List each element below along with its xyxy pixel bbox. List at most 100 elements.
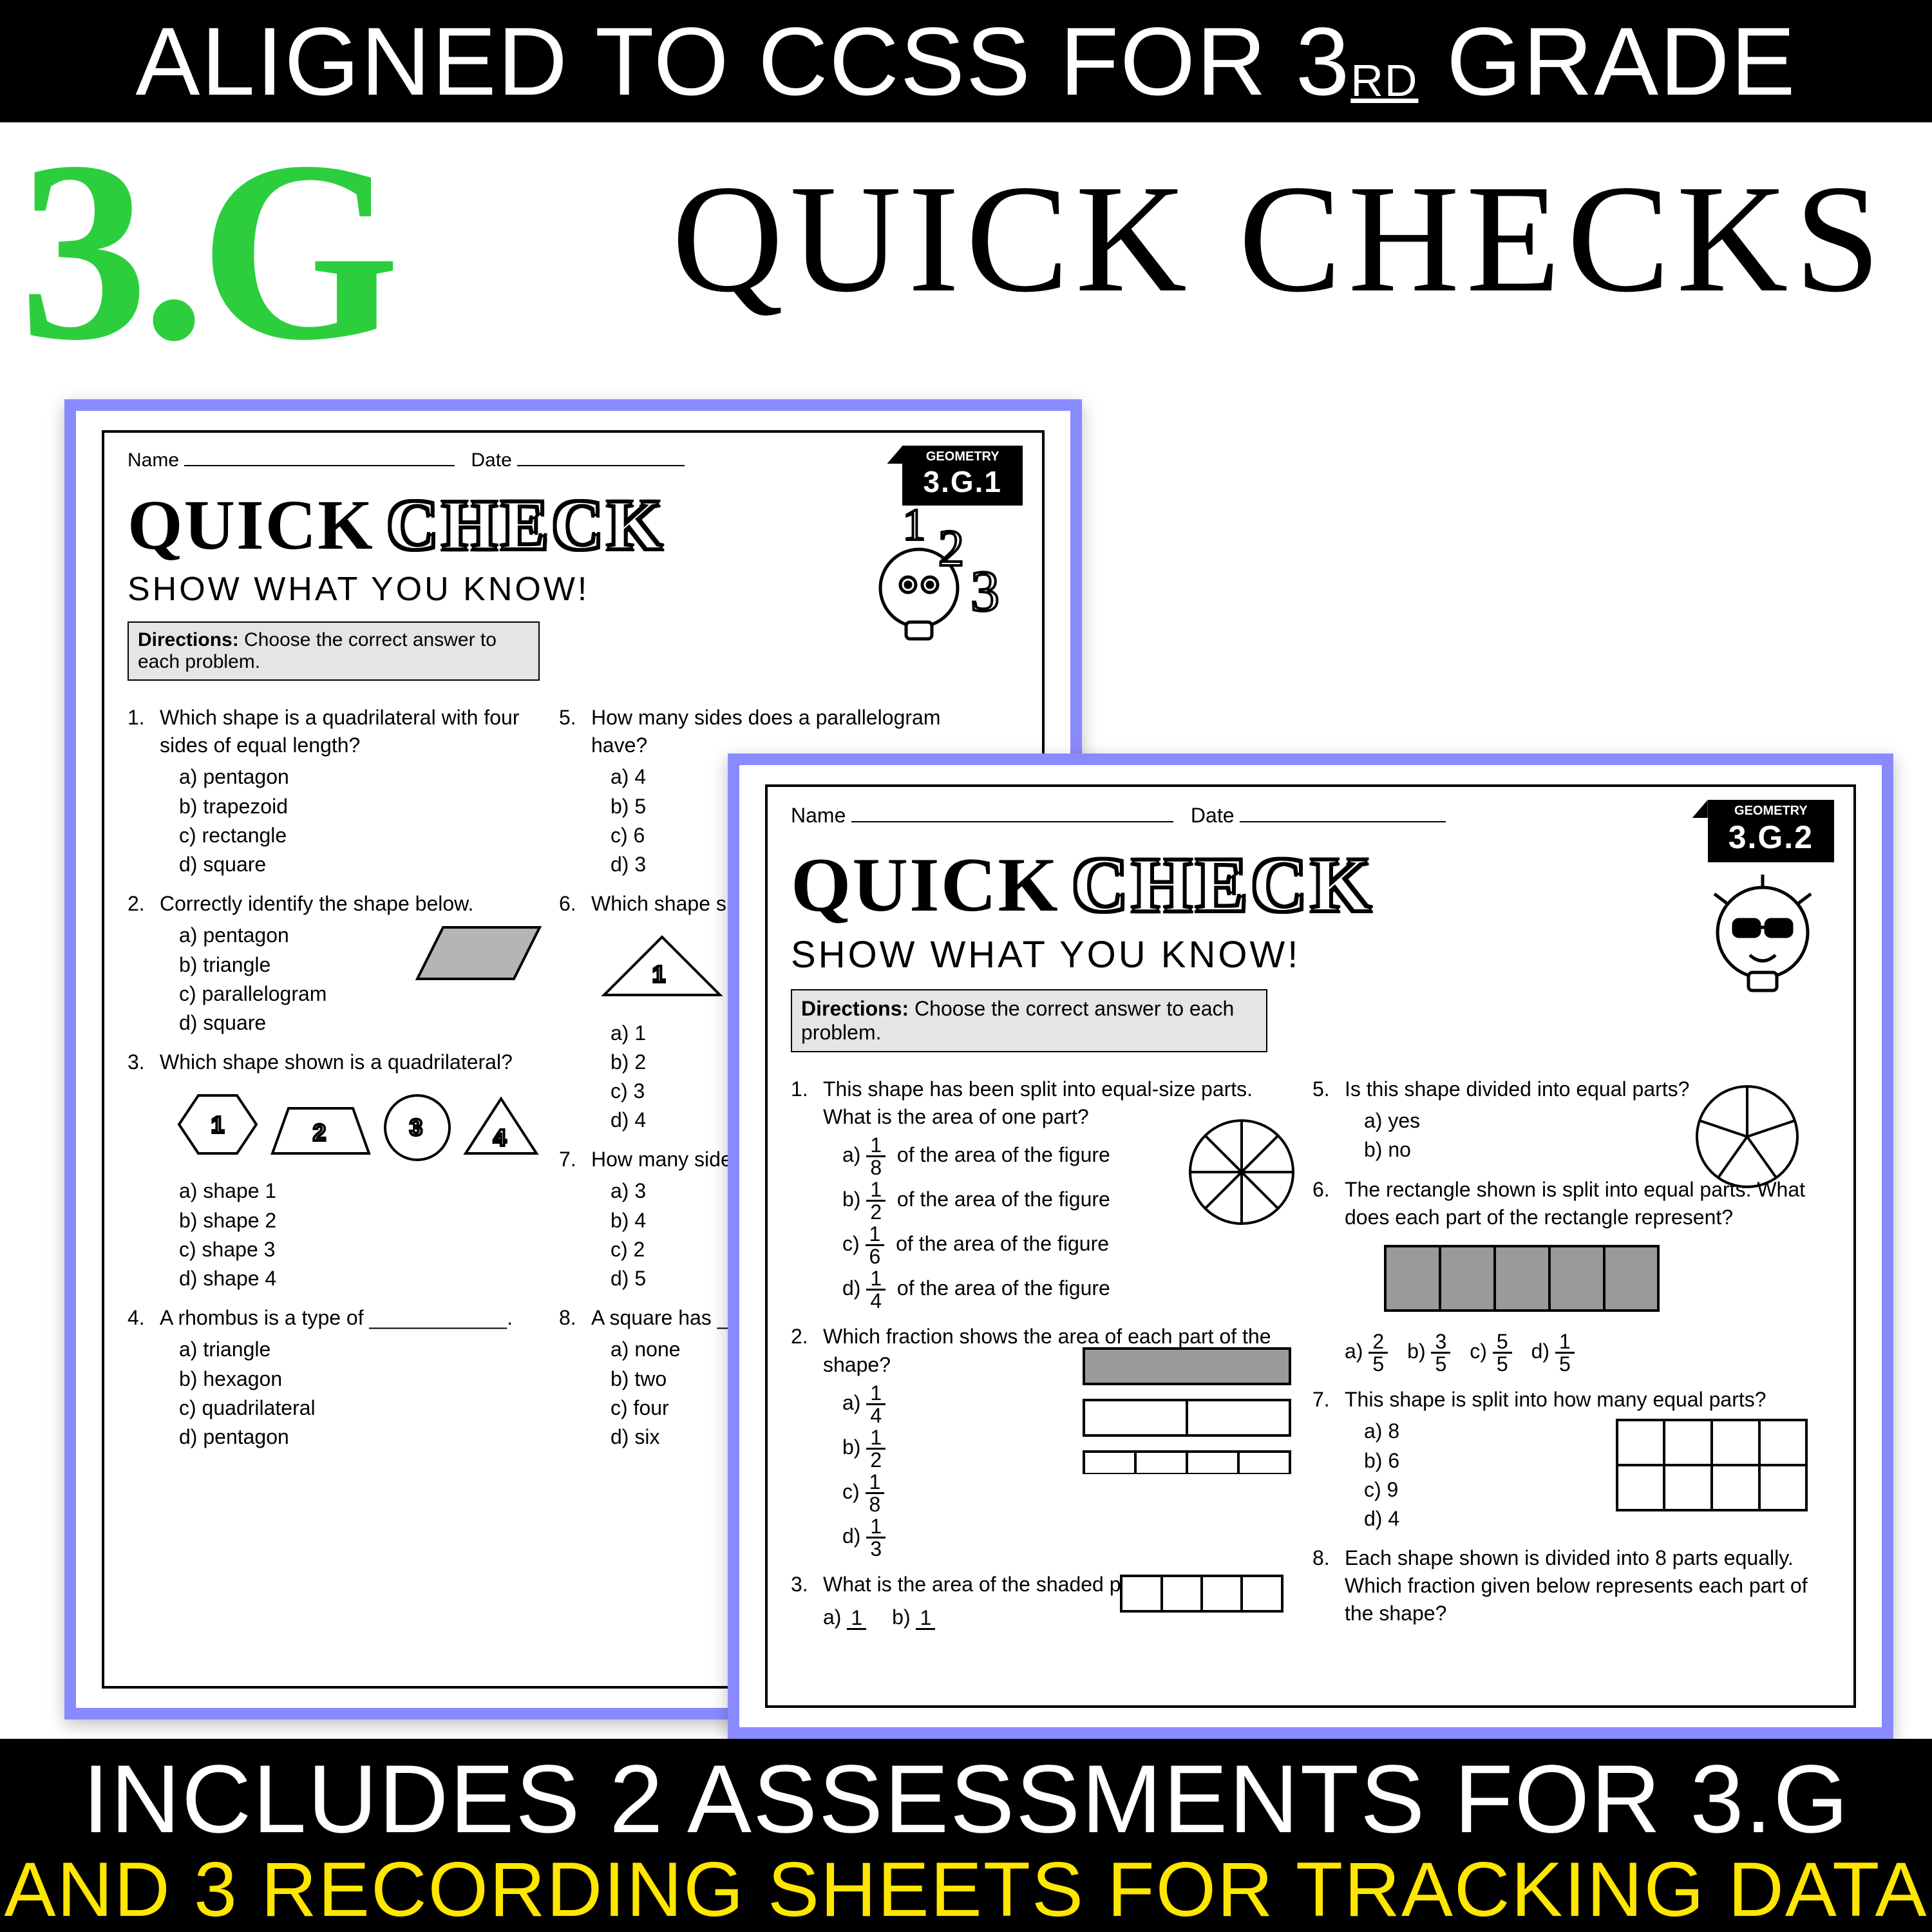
svg-text:4: 4 (493, 1124, 506, 1151)
option: d) shape 4 (179, 1265, 546, 1293)
worksheet-inner: GEOMETRY3.G.2 Name Date (739, 765, 1882, 1727)
option: c) quadrilateral (179, 1394, 546, 1422)
options: a) 25 b) 35 c) 55 d) 15 (1345, 1331, 1821, 1374)
directions-box: Directions: Choose the correct answer to… (791, 989, 1267, 1052)
date-label: Date (1191, 804, 1235, 827)
question: 6.The rectangle shown is split into equa… (1312, 1176, 1821, 1375)
hdr-sub: SHOW WHAT YOU KNOW! (791, 933, 1830, 976)
svg-text:3: 3 (971, 560, 999, 623)
option: a) pentagon (179, 763, 546, 791)
top-sup: RD (1350, 55, 1418, 106)
question-body: Which shape is a quadrilateral with four… (160, 704, 546, 878)
svg-text:1: 1 (211, 1112, 224, 1138)
question: 2.Which fraction shows the area of each … (791, 1323, 1300, 1558)
standard-tag: GEOMETRY3.G.1 (902, 446, 1023, 506)
tag-small: GEOMETRY (1728, 804, 1814, 819)
question-number: 1. (128, 704, 160, 878)
worksheet-content: GEOMETRY3.G.2 Name Date (791, 804, 1830, 1689)
option: b) shape 2 (179, 1207, 546, 1235)
question: 3.Which shape shown is a quadrilateral?1… (128, 1048, 546, 1293)
options: a) pentagonb) trapezoidc) rectangled) sq… (160, 763, 546, 878)
worksheet-header: QUICKCHECK SHOW WHAT YOU KNOW! (791, 840, 1830, 976)
directions-box: Directions: Choose the correct answer to… (128, 621, 540, 681)
hdr-check: CHECK (387, 484, 666, 566)
name-date-row: Name Date (128, 450, 1019, 471)
svg-text:3: 3 (410, 1114, 422, 1141)
standard-code: 3.G (19, 122, 393, 380)
date-label: Date (471, 450, 511, 471)
option: c) 16 of the area of the figure (842, 1224, 1300, 1267)
question-number: 3. (128, 1048, 160, 1293)
option: c) 55 (1470, 1340, 1511, 1363)
question-number: 6. (1312, 1176, 1345, 1375)
svg-text:1: 1 (652, 961, 665, 987)
question-body: Correctly identify the shape below.a) pe… (160, 890, 546, 1037)
question-body: A rhombus is a type of ____________.a) t… (160, 1304, 546, 1451)
grid-8-icon (1615, 1418, 1808, 1515)
top-post: GRADE (1418, 7, 1796, 115)
option: b) 1 (892, 1605, 935, 1629)
left-column: 1.Which shape is a quadrilateral with fo… (128, 692, 546, 1451)
question-number: 6. (559, 890, 591, 1134)
left-column: 1.This shape has been split into equal-s… (791, 1064, 1300, 1631)
question: 3.What is the area of the shaded part?a)… (791, 1571, 1300, 1631)
question-number: 2. (128, 890, 160, 1037)
dir-label: Directions: (801, 997, 909, 1020)
question: 5.Is this shape divided into equal parts… (1312, 1075, 1821, 1164)
option: d) square (179, 851, 546, 878)
question-number: 7. (1312, 1386, 1345, 1533)
dir-label: Directions: (138, 629, 239, 650)
question-number: 5. (1312, 1075, 1345, 1164)
tag-small: GEOMETRY (923, 450, 1002, 464)
pentagon-circle-icon (1692, 1082, 1802, 1191)
columns: 1.This shape has been split into equal-s… (791, 1064, 1830, 1631)
question-body: This shape has been split into equal-siz… (823, 1075, 1300, 1311)
pie-8-icon (1184, 1114, 1300, 1230)
question: 1.This shape has been split into equal-s… (791, 1075, 1300, 1311)
option: b) 35 (1407, 1340, 1450, 1363)
right-column: 5.Is this shape divided into equal parts… (1312, 1064, 1821, 1631)
top-pre: ALIGNED TO CCSS FOR 3 (135, 7, 1350, 115)
bottom-line-1: INCLUDES 2 ASSESSMENTS FOR 3.G (0, 1750, 1932, 1847)
option: d) 15 (1531, 1340, 1575, 1363)
worksheet-card-2: GEOMETRY3.G.2 Name Date (728, 753, 1893, 1739)
question: 8.Each shape shown is divided into 8 par… (1312, 1544, 1821, 1628)
question-body: What is the area of the shaded part?a) 1… (823, 1571, 1300, 1631)
options: a) triangleb) hexagonc) quadrilaterald) … (160, 1336, 546, 1451)
lightbulb-sunglasses-icon (1689, 855, 1837, 1007)
question: 4.A rhombus is a type of ____________.a)… (128, 1304, 546, 1451)
name-label: Name (791, 804, 846, 827)
shape-row-icon: 1 2 3 4 (160, 1083, 546, 1166)
hdr-check: CHECK (1072, 840, 1375, 929)
question-number: 8. (1312, 1544, 1345, 1628)
option: b) trapezoid (179, 793, 546, 820)
hdr-quick: QUICK (128, 484, 374, 566)
question-number: 4. (128, 1304, 160, 1451)
question-body: Which shape shown is a quadrilateral?123… (160, 1048, 546, 1293)
options: a) shape 1b) shape 2c) shape 3d) shape 4 (160, 1177, 546, 1293)
bar-models-icon (1081, 1345, 1293, 1474)
option: d) square (179, 1009, 546, 1037)
title-quick-checks: QUICK CHECKS (672, 161, 1887, 316)
bottom-line-2: AND 3 RECORDING SHEETS FOR TRACKING DATA (0, 1847, 1932, 1932)
question-body: This shape is split into how many equal … (1345, 1386, 1821, 1533)
option: c) shape 3 (179, 1236, 546, 1264)
tag-big: 3.G.2 (1728, 819, 1814, 856)
svg-text:1: 1 (903, 501, 925, 550)
question-body: The rectangle shown is split into equal … (1345, 1176, 1821, 1375)
question-number: 7. (559, 1146, 591, 1293)
tag-big: 3.G.1 (923, 464, 1002, 499)
hdr-quick: QUICK (791, 840, 1059, 929)
option: a) 25 (1345, 1340, 1388, 1363)
question-number: 3. (791, 1571, 823, 1631)
option: d) 13 (842, 1516, 1300, 1559)
option: b) hexagon (179, 1365, 546, 1393)
parallelogram-icon (411, 918, 546, 989)
svg-text:2: 2 (938, 520, 964, 577)
question-body: Is this shape divided into equal parts?a… (1345, 1075, 1821, 1164)
option: a) triangle (179, 1336, 546, 1363)
question: 2.Correctly identify the shape below.a) … (128, 890, 546, 1037)
name-label: Name (128, 450, 179, 471)
question-body: Each shape shown is divided into 8 parts… (1345, 1544, 1821, 1628)
svg-text:2: 2 (313, 1119, 326, 1146)
